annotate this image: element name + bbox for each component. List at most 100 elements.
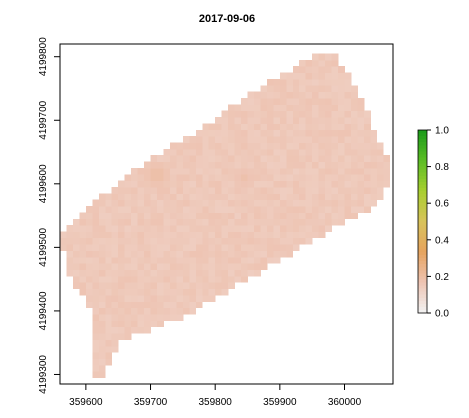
raster-cell <box>221 167 229 175</box>
raster-cell <box>144 288 151 296</box>
raster-cell <box>286 225 294 232</box>
raster-cell <box>144 256 151 264</box>
raster-cell <box>118 275 126 283</box>
raster-cell <box>228 206 235 213</box>
raster-cell <box>208 174 216 182</box>
raster-cell <box>124 206 132 213</box>
raster-cell <box>124 275 132 283</box>
raster-cell <box>260 85 268 93</box>
raster-cell <box>228 212 235 220</box>
raster-cell <box>79 250 87 258</box>
raster-cell <box>98 295 106 302</box>
raster-cell <box>105 237 113 245</box>
raster-cell <box>344 104 352 112</box>
raster-cell <box>182 167 190 175</box>
raster-cell <box>169 180 177 188</box>
raster-cell <box>357 117 365 124</box>
raster-cell <box>312 180 320 188</box>
colorbar-segment <box>418 206 427 210</box>
raster-cell <box>150 244 158 251</box>
raster-cell <box>241 117 248 124</box>
raster-cell <box>338 129 345 137</box>
raster-cell <box>383 161 391 169</box>
raster-cell <box>144 206 151 213</box>
raster-cell <box>98 269 106 277</box>
raster-cell <box>163 212 171 220</box>
raster-cell <box>182 180 190 188</box>
colorbar-segment <box>418 136 427 140</box>
raster-cell <box>98 326 106 334</box>
raster-cell <box>247 104 255 112</box>
raster-cell <box>305 161 313 169</box>
raster-cell <box>92 320 100 328</box>
raster-cell <box>331 66 339 73</box>
raster-cell <box>202 237 210 245</box>
raster-cell <box>195 225 203 232</box>
raster-cell <box>260 193 268 201</box>
raster-cell <box>215 256 223 264</box>
raster-cell <box>124 193 132 201</box>
raster-cell <box>344 123 352 131</box>
raster-cell <box>318 186 326 194</box>
raster-cell <box>156 218 164 226</box>
raster-cell <box>150 269 158 277</box>
raster-cell <box>169 301 177 309</box>
raster-cell <box>85 275 93 283</box>
raster-cell <box>286 161 294 169</box>
raster-cell <box>221 199 229 207</box>
raster-cell <box>266 142 274 150</box>
raster-cell <box>247 155 255 162</box>
raster-cell <box>344 136 352 143</box>
raster-cell <box>260 142 268 150</box>
raster-cell <box>105 282 113 290</box>
raster-cell <box>208 142 216 150</box>
raster-cell <box>247 161 255 169</box>
raster-cell <box>118 314 126 321</box>
raster-cell <box>350 104 358 112</box>
raster-cell <box>208 199 216 207</box>
raster-cell <box>305 231 313 239</box>
raster-cell <box>72 250 80 258</box>
raster-cell <box>305 193 313 201</box>
raster-cell <box>221 180 229 188</box>
raster-cell <box>118 193 126 201</box>
raster-cell <box>292 174 300 182</box>
raster-cell <box>260 237 268 245</box>
raster-cell <box>221 123 229 131</box>
raster-cell <box>305 117 313 124</box>
raster-cell <box>253 256 261 264</box>
colorbar-segment <box>418 288 427 292</box>
raster-cell <box>376 180 384 188</box>
raster-cell <box>111 326 119 334</box>
colorbar-tick-label: 0.0 <box>435 309 449 320</box>
raster-cell <box>85 218 93 226</box>
raster-cell <box>325 212 332 220</box>
raster-cell <box>318 225 326 232</box>
raster-cell <box>105 199 113 207</box>
raster-cell <box>150 212 158 220</box>
raster-cell <box>111 244 119 251</box>
raster-cell <box>221 155 229 162</box>
y-tick-label: 4199300 <box>38 355 49 394</box>
raster-cell <box>124 225 132 232</box>
raster-cell <box>234 180 242 188</box>
raster-cell <box>363 193 371 201</box>
raster-cell <box>286 193 294 201</box>
raster-cell <box>105 193 113 201</box>
raster-cell <box>215 275 223 283</box>
raster-cell <box>260 225 268 232</box>
raster-cell <box>118 180 126 188</box>
raster-cell <box>189 148 197 156</box>
raster-cell <box>312 91 320 99</box>
raster-cell <box>137 282 145 290</box>
raster-cell <box>195 295 203 302</box>
raster-cell <box>85 282 93 290</box>
raster-cell <box>202 282 210 290</box>
raster-cell <box>299 225 307 232</box>
raster-cell <box>260 206 268 213</box>
raster-cell <box>176 167 184 175</box>
raster-cell <box>344 206 352 213</box>
raster-cell <box>266 225 274 232</box>
raster-cell <box>241 269 248 277</box>
raster-cell <box>215 167 223 175</box>
